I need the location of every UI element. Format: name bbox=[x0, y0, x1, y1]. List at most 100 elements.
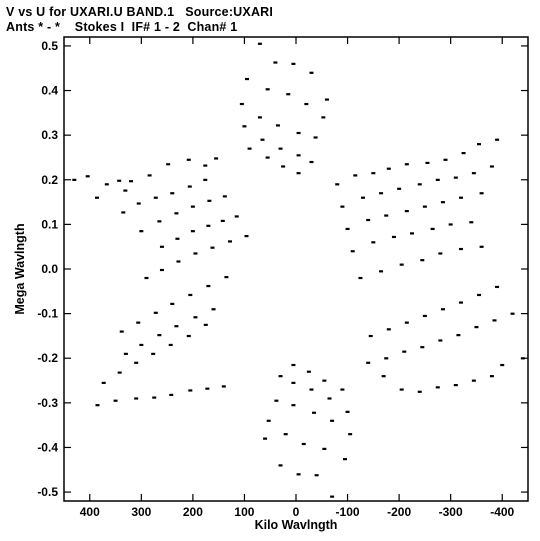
uv-point bbox=[123, 189, 128, 192]
chart-subtitle: Ants * - * Stokes I IF# 1 - 2 Chan# 1 bbox=[6, 20, 238, 34]
uv-point bbox=[435, 178, 440, 181]
uv-point bbox=[404, 210, 409, 213]
uv-point bbox=[291, 62, 296, 65]
uv-point bbox=[358, 276, 363, 280]
uv-point bbox=[366, 361, 371, 364]
uv-point bbox=[324, 98, 329, 101]
uv-point bbox=[345, 227, 350, 231]
uv-point bbox=[366, 218, 371, 222]
uv-point bbox=[335, 183, 340, 186]
x-tick-label: -100 bbox=[336, 505, 360, 519]
y-tick-label: 0.1 bbox=[41, 217, 58, 231]
uv-point bbox=[239, 102, 244, 106]
uv-point bbox=[134, 397, 139, 400]
uv-point bbox=[159, 245, 164, 248]
uv-point bbox=[456, 334, 461, 337]
uv-point bbox=[121, 211, 126, 214]
uv-point bbox=[371, 172, 376, 175]
y-tick-label: 0.4 bbox=[41, 84, 58, 98]
uv-point bbox=[193, 252, 198, 255]
x-axis: 400 300 200 100 0 -100 -200 -300 -400 bbox=[80, 37, 515, 519]
uv-point bbox=[461, 152, 466, 155]
uv-point bbox=[399, 388, 404, 391]
chart-title: V vs U for UXARI.U BAND.1 Source:UXARI bbox=[6, 5, 274, 19]
x-axis-title: Kilo Wavlngth bbox=[255, 518, 338, 532]
uv-point bbox=[139, 230, 144, 233]
uv-point bbox=[136, 202, 141, 205]
uv-point bbox=[193, 316, 198, 319]
uv-point bbox=[144, 276, 149, 280]
uv-point bbox=[340, 205, 345, 208]
uv-point bbox=[417, 390, 422, 393]
y-axis: 0.5 0.4 0.3 0.2 0.1 0.0 -0.1 -0.2 -0.3 -0.4 -0.5 bbox=[37, 39, 528, 499]
uv-point bbox=[312, 411, 317, 414]
uv-point bbox=[296, 473, 301, 476]
uv-point bbox=[278, 375, 283, 378]
x-tick-label: -400 bbox=[490, 505, 514, 519]
uv-point bbox=[210, 246, 215, 249]
uv-point bbox=[206, 284, 211, 288]
uv-point bbox=[438, 339, 443, 342]
uv-point bbox=[139, 343, 144, 347]
uv-point bbox=[85, 175, 90, 178]
uv-point bbox=[152, 396, 157, 399]
y-tick-label: 0.2 bbox=[41, 173, 58, 187]
x-tick-label: 0 bbox=[293, 505, 300, 519]
uv-point bbox=[234, 215, 239, 218]
uv-point bbox=[420, 346, 425, 349]
uv-point bbox=[384, 214, 389, 217]
uv-point bbox=[190, 230, 195, 233]
uv-point bbox=[495, 285, 500, 289]
uv-point bbox=[174, 325, 179, 328]
uv-point bbox=[211, 308, 216, 311]
uv-point bbox=[345, 410, 350, 413]
uv-point bbox=[448, 223, 453, 226]
uv-point bbox=[296, 131, 301, 135]
uv-point bbox=[471, 379, 476, 382]
uv-point bbox=[169, 393, 174, 397]
uv-point bbox=[489, 165, 494, 168]
uv-point bbox=[186, 158, 191, 161]
uv-point bbox=[206, 224, 211, 227]
uv-point bbox=[278, 147, 283, 150]
uv-point bbox=[330, 495, 335, 498]
uv-point bbox=[95, 404, 100, 407]
uv-point bbox=[477, 293, 482, 297]
x-tick-label: 100 bbox=[234, 505, 254, 519]
uv-point bbox=[220, 219, 225, 223]
uv-point bbox=[304, 102, 309, 106]
uv-point bbox=[391, 235, 396, 239]
y-tick-label: -0.3 bbox=[37, 396, 58, 410]
uv-point bbox=[340, 388, 345, 391]
uv-point bbox=[309, 388, 314, 391]
uv-point bbox=[224, 276, 229, 279]
uv-point bbox=[286, 93, 291, 96]
uv-point bbox=[244, 234, 249, 238]
uv-point bbox=[291, 404, 296, 407]
uv-point bbox=[214, 157, 219, 160]
uv-point bbox=[410, 232, 414, 235]
uv-point bbox=[420, 259, 425, 262]
uv-point bbox=[283, 433, 288, 436]
uv-point bbox=[190, 205, 195, 208]
uv-point bbox=[386, 328, 391, 331]
uv-point bbox=[265, 88, 270, 91]
uv-point bbox=[265, 156, 270, 159]
uv-point bbox=[188, 389, 193, 392]
uv-point bbox=[489, 375, 494, 378]
uv-point bbox=[123, 352, 128, 355]
uv-point bbox=[221, 385, 226, 388]
uv-point bbox=[188, 293, 193, 297]
uv-point bbox=[72, 178, 77, 181]
uv-point bbox=[327, 397, 332, 400]
uv-point bbox=[257, 42, 262, 45]
uv-point bbox=[417, 183, 422, 186]
uv-point bbox=[117, 179, 122, 182]
uv-point bbox=[458, 301, 463, 304]
uv-point bbox=[348, 433, 353, 436]
uv-point bbox=[153, 311, 158, 314]
uv-point bbox=[435, 386, 440, 389]
uv-point bbox=[266, 419, 271, 422]
uv-point bbox=[101, 381, 106, 384]
